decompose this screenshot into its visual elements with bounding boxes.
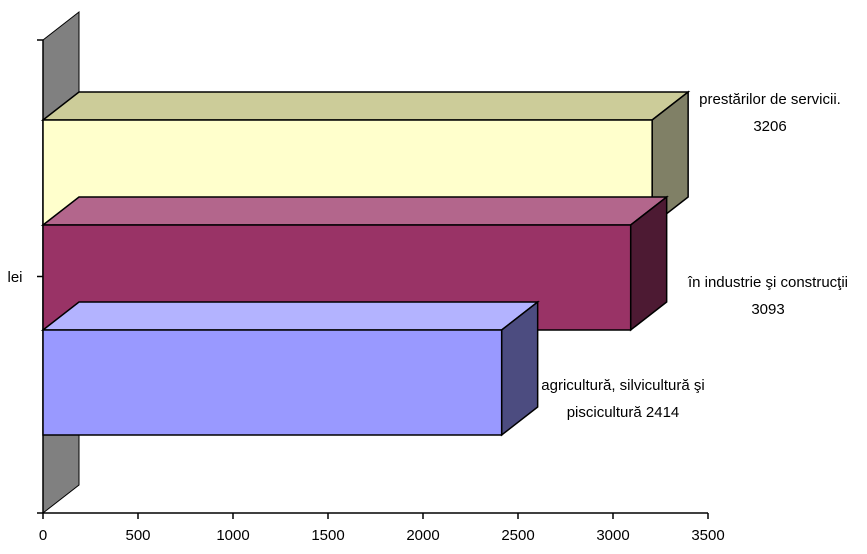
data-label-line2: 3206 xyxy=(753,118,786,135)
data-label-line1: prestărilor de servicii. xyxy=(699,91,841,108)
x-tick-label: 1500 xyxy=(311,527,344,544)
x-tick-label: 2500 xyxy=(501,527,534,544)
data-label-line2: piscicultură 2414 xyxy=(567,404,680,421)
x-tick-label: 2000 xyxy=(406,527,439,544)
data-label-line1: în industrie şi construcţii xyxy=(687,274,848,291)
y-axis-label: lei xyxy=(7,269,22,286)
bar xyxy=(42,329,503,436)
data-label-line2: 3093 xyxy=(751,301,784,318)
x-tick-label: 0 xyxy=(39,527,47,544)
bar-top-face xyxy=(40,301,540,331)
x-tick-label: 500 xyxy=(125,527,150,544)
x-tick-label: 3500 xyxy=(691,527,724,544)
x-tick-label: 1000 xyxy=(216,527,249,544)
data-label-line1: agricultură, silvicultură şi xyxy=(541,377,704,394)
bar-top-face xyxy=(40,196,669,226)
bar-top-face xyxy=(40,91,691,121)
x-tick-label: 3000 xyxy=(596,527,629,544)
